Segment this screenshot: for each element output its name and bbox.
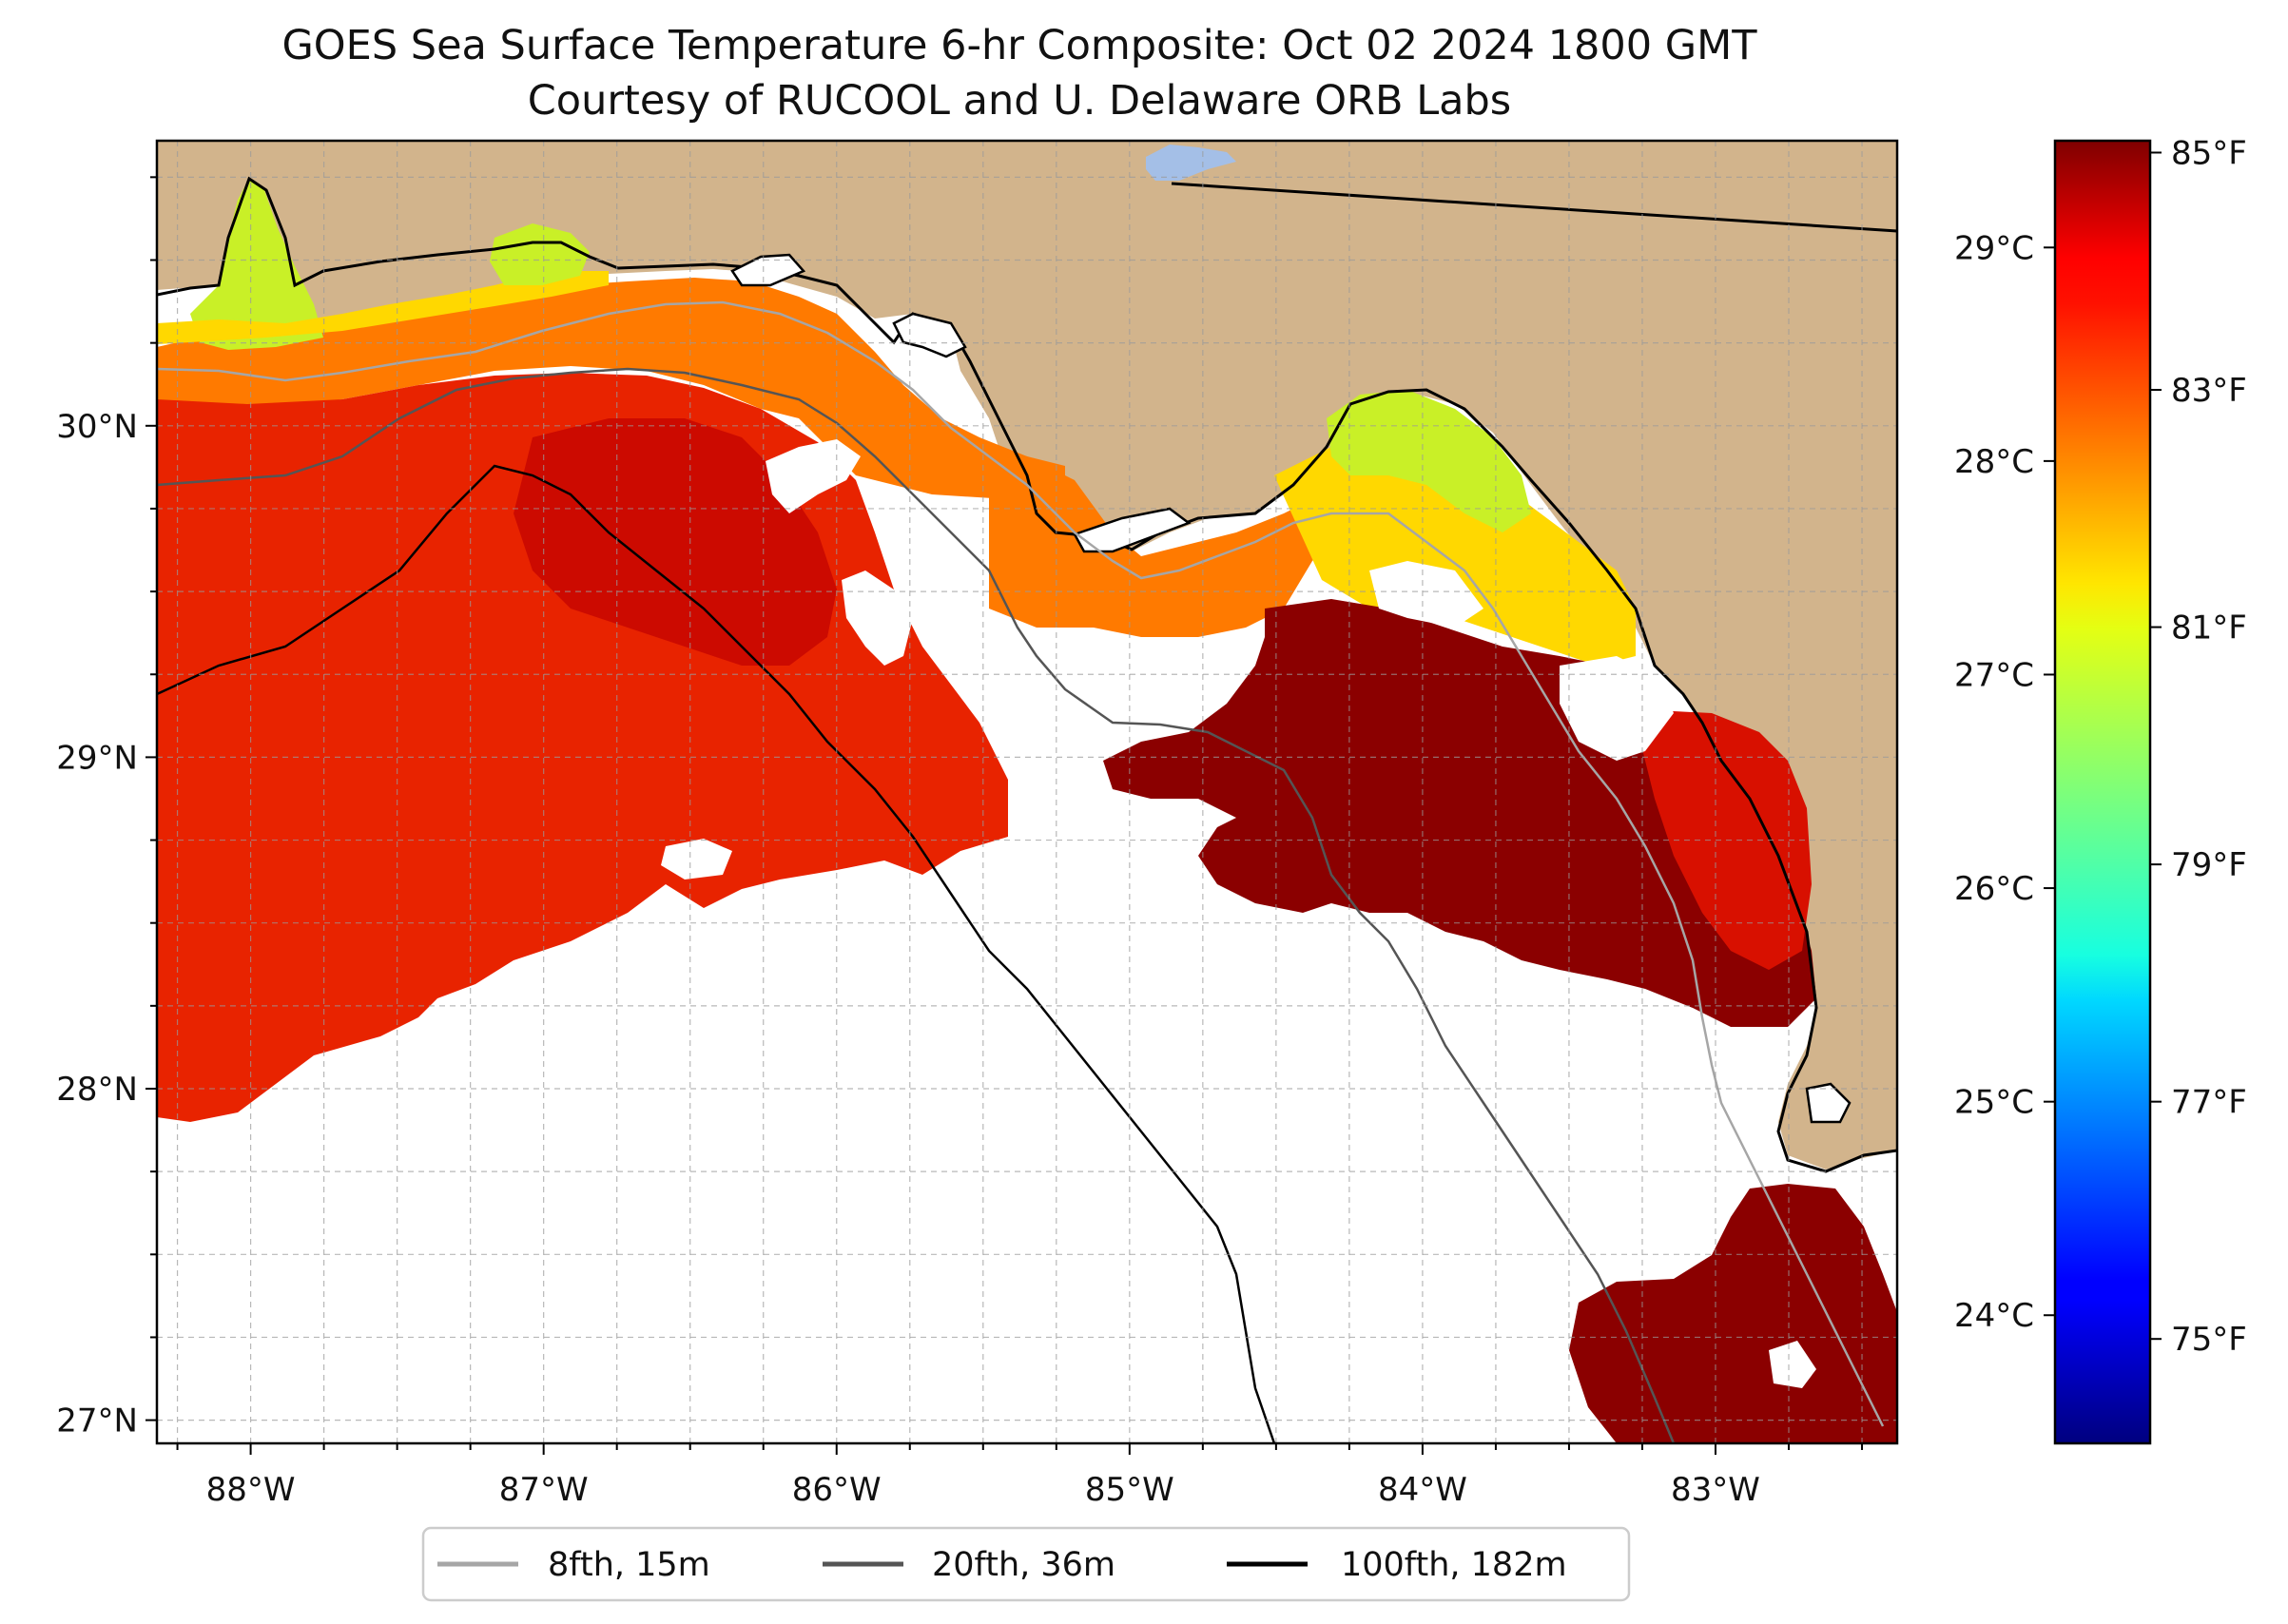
sst-green-band-east xyxy=(1327,390,1531,532)
isobath-100fth xyxy=(157,464,1276,1443)
celsius-tick-label: 25°C xyxy=(1954,1084,2034,1122)
legend-box xyxy=(421,1526,1631,1602)
celsius-tick-label: 24°C xyxy=(1954,1297,2034,1335)
fahrenheit-tick-label: 81°F xyxy=(2171,609,2247,648)
bay-outline xyxy=(1805,1082,1852,1124)
map-title: GOES Sea Surface Temperature 6-hr Compos… xyxy=(281,22,1757,69)
lon-tick-label: 88°W xyxy=(206,1471,296,1509)
lon-tick-label: 83°W xyxy=(1671,1471,1760,1509)
legend-label-20fth: 20fth, 36m xyxy=(932,1546,1115,1584)
map-subtitle: Courtesy of RUCOOL and U. Delaware ORB L… xyxy=(528,77,1511,125)
lat-tick-label: 27°N xyxy=(56,1402,138,1440)
celsius-tick-label: 26°C xyxy=(1954,870,2034,908)
lat-tick-label: 28°N xyxy=(56,1071,138,1109)
sst-dark-red-southeast xyxy=(1569,1184,1897,1443)
gridlines xyxy=(157,141,1897,1443)
celsius-tick-label: 28°C xyxy=(1954,443,2034,481)
sst-green-mobile-bay xyxy=(490,223,590,285)
fahrenheit-tick-label: 77°F xyxy=(2171,1084,2247,1122)
lat-tick-label: 30°N xyxy=(56,408,138,446)
cloud-patch xyxy=(1560,656,1674,761)
lon-tick-label: 84°W xyxy=(1378,1471,1467,1509)
bay-outline xyxy=(730,253,806,287)
map-frame xyxy=(155,139,1899,1445)
isobath-20fth xyxy=(157,367,1676,1443)
celsius-tick-label: 27°C xyxy=(1954,656,2034,694)
colorbar-fahrenheit-ticks: 75°F 77°F 79°F 81°F 83°F 85°F xyxy=(2150,134,2247,1359)
sst-yellow-band-east xyxy=(1274,447,1636,666)
cloud-patch xyxy=(842,570,913,666)
lon-tick-label: 85°W xyxy=(1085,1471,1174,1509)
celsius-tick-label: 29°C xyxy=(1954,229,2034,267)
fahrenheit-tick-label: 75°F xyxy=(2171,1321,2247,1359)
cloud-patch xyxy=(1369,561,1483,628)
bay-outline xyxy=(892,312,967,358)
lake xyxy=(1146,145,1236,181)
state-boundary xyxy=(1171,182,1897,233)
colorbar: 24°C 25°C 26°C 27°C 28°C 29°C 75°F 77°F 79°F 81°… xyxy=(1954,134,2247,1445)
lon-tick-label: 87°W xyxy=(499,1471,589,1509)
colorbar-gradient xyxy=(2053,139,2152,1445)
fahrenheit-tick-label: 79°F xyxy=(2171,846,2247,884)
longitude-axis: 88°W 87°W 86°W 85°W 84°W 83°W xyxy=(176,1443,1864,1509)
bay-outline xyxy=(1073,507,1192,553)
colorbar-celsius-ticks: 24°C 25°C 26°C 27°C 28°C 29°C xyxy=(1954,229,2055,1335)
map-area xyxy=(157,141,1897,1443)
sst-orange-band-east xyxy=(989,447,1350,637)
isobath-8fth xyxy=(157,300,1885,1427)
sst-yellow-northwest xyxy=(157,271,609,344)
cloud-patch xyxy=(661,839,732,880)
lat-tick-label: 29°N xyxy=(56,739,138,777)
latitude-axis: 30°N 29°N 28°N 27°N xyxy=(56,176,157,1440)
isobath-legend: 8fth, 15m 20fth, 36m 100fth, 182m xyxy=(421,1526,1631,1602)
cloud-patch xyxy=(1407,570,1445,590)
sst-red-east-south xyxy=(1636,711,1812,970)
legend-label-8fth: 8fth, 15m xyxy=(548,1546,710,1584)
fahrenheit-tick-label: 85°F xyxy=(2171,134,2247,172)
fahrenheit-tick-label: 83°F xyxy=(2171,372,2247,410)
sst-green-northwest-bay xyxy=(190,179,323,350)
legend-label-100fth: 100fth, 182m xyxy=(1341,1546,1567,1584)
sst-dark-red-east xyxy=(1103,599,1816,1027)
cloud-patch xyxy=(1769,1341,1816,1388)
sst-red-core xyxy=(514,418,837,666)
coastline xyxy=(157,176,1897,1173)
lon-tick-label: 86°W xyxy=(792,1471,882,1509)
